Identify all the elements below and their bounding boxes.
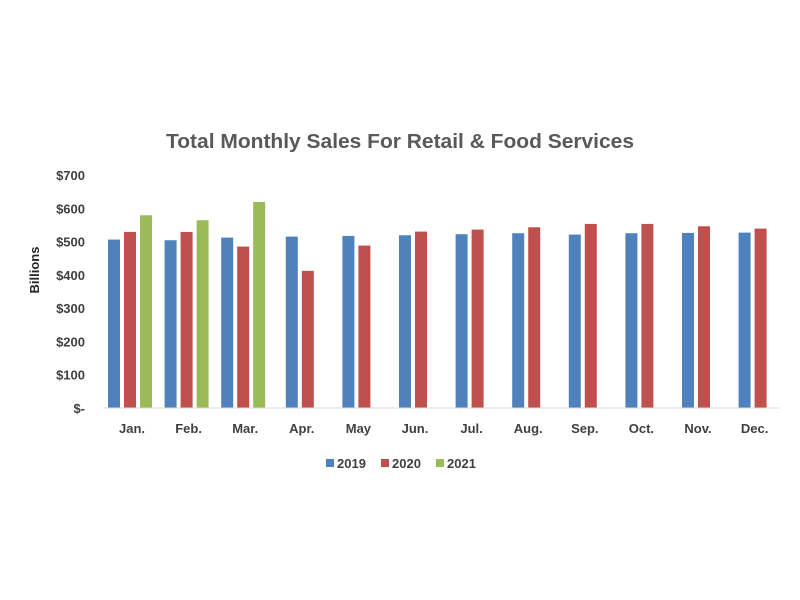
y-tick-label: $600	[56, 201, 85, 216]
bar-2019-jul	[455, 234, 468, 408]
x-tick-label: Dec.	[741, 421, 768, 436]
y-tick-label: $200	[56, 334, 85, 349]
x-tick-label: Oct.	[629, 421, 654, 436]
bar-2020-apr	[301, 270, 314, 408]
legend: 2019 2020 2021	[326, 456, 476, 471]
bar-2020-may	[358, 245, 371, 408]
x-tick-label: Sep.	[571, 421, 598, 436]
bar-2019-apr	[285, 236, 298, 408]
y-tick-label: $700	[56, 168, 85, 183]
y-axis: $- $100 $200 $300 $400 $500 $600 $700	[56, 168, 85, 416]
y-axis-label: Billions	[27, 247, 42, 294]
y-tick-label: $300	[56, 301, 85, 316]
x-tick-label: Apr.	[289, 421, 314, 436]
legend-swatch-2021	[436, 459, 444, 467]
bar-2020-jul	[471, 229, 484, 408]
x-tick-label: May	[346, 421, 372, 436]
bar-2019-aug	[512, 233, 525, 408]
chart-title: Total Monthly Sales For Retail & Food Se…	[166, 131, 634, 153]
x-axis: Jan. Feb. Mar. Apr. May Jun. Jul. Aug. Sep. Oct. N…	[119, 421, 768, 436]
bar-2021-mar	[253, 201, 266, 408]
bar-2019-oct	[625, 233, 638, 408]
x-tick-label: Mar.	[232, 421, 258, 436]
x-tick-label: Nov.	[684, 421, 711, 436]
bar-2020-nov	[698, 226, 710, 408]
bar-2019-feb	[164, 240, 177, 408]
bar-2020-oct	[641, 223, 654, 408]
bar-2020-jan	[124, 231, 136, 408]
bar-2020-mar	[237, 246, 250, 408]
bar-2019-jan	[108, 239, 120, 408]
bar-2019-dec	[738, 232, 751, 408]
y-tick-label: $400	[56, 268, 85, 283]
bar-2020-jun	[415, 231, 427, 408]
legend-swatch-2019	[326, 459, 334, 467]
legend-label: 2020	[392, 456, 421, 471]
legend-swatch-2020	[381, 459, 389, 467]
bar-2019-sep	[568, 234, 581, 408]
bar-2020-feb	[180, 231, 193, 408]
bar-2021-feb	[196, 220, 209, 408]
bar-2020-sep	[584, 223, 597, 408]
bar-2020-aug	[528, 227, 541, 408]
bars	[108, 201, 767, 408]
y-tick-label: $500	[56, 235, 85, 250]
x-tick-label: Feb.	[175, 421, 202, 436]
legend-label: 2019	[337, 456, 366, 471]
legend-label: 2021	[447, 456, 476, 471]
bar-2019-jun	[399, 235, 411, 408]
bar-2021-jan	[140, 215, 152, 408]
bar-2019-nov	[682, 232, 694, 408]
bar-2019-mar	[221, 237, 234, 408]
bar-2020-dec	[754, 228, 767, 408]
x-tick-label: Aug.	[514, 421, 543, 436]
x-tick-label: Jan.	[119, 421, 145, 436]
y-tick-label: $100	[56, 368, 85, 383]
x-tick-label: Jun.	[402, 421, 429, 436]
bar-2019-may	[342, 235, 355, 408]
x-tick-label: Jul.	[460, 421, 482, 436]
y-tick-label: $-	[73, 401, 85, 416]
